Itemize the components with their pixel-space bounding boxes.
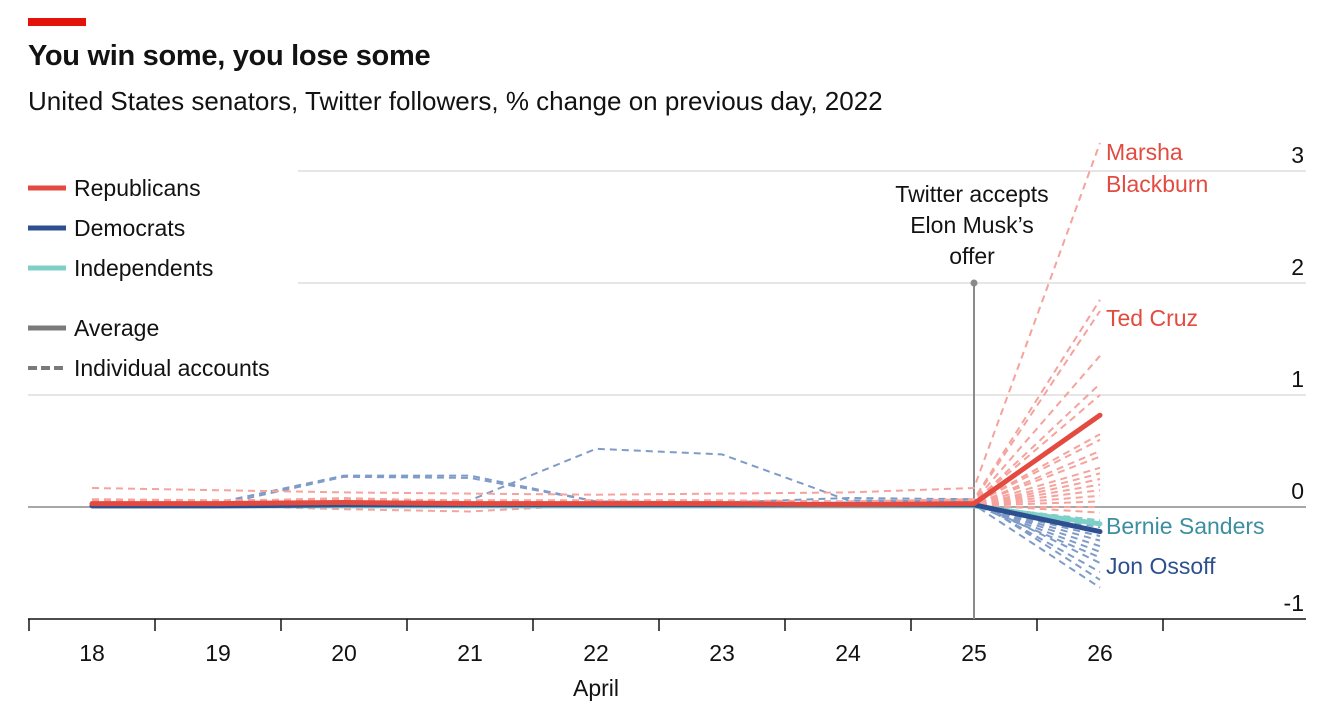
individual-series-line bbox=[92, 383, 1101, 505]
x-tick-label: 25 bbox=[961, 640, 987, 666]
label-ted-cruz: Ted Cruz bbox=[1106, 305, 1198, 331]
individual-series-line bbox=[92, 504, 1101, 542]
individual-series-line bbox=[92, 504, 1101, 533]
x-tick-label: 18 bbox=[79, 640, 105, 666]
y-tick-label: 1 bbox=[1291, 366, 1304, 392]
individual-series-line bbox=[92, 503, 1101, 559]
individual-series-line bbox=[92, 474, 1101, 581]
y-tick-label: 0 bbox=[1291, 478, 1304, 504]
individual-series-line bbox=[91, 310, 1101, 504]
annotation-line-3: offer bbox=[949, 243, 995, 269]
label-marsha-blackburn-1: Marsha bbox=[1106, 139, 1183, 165]
y-tick-label: -1 bbox=[1284, 590, 1304, 616]
individual-series-line bbox=[92, 503, 1101, 548]
legend-label-democrats: Democrats bbox=[74, 215, 185, 241]
label-jon-ossoff: Jon Ossoff bbox=[1106, 553, 1216, 579]
label-bernie-sanders: Bernie Sanders bbox=[1106, 513, 1265, 539]
average-series-line-independents bbox=[89, 503, 1103, 527]
y-tick-labels: 3 2 1 0 -1 bbox=[1284, 142, 1304, 616]
legend-label-average: Average bbox=[74, 315, 159, 341]
legend-label-individual: Individual accounts bbox=[74, 355, 270, 381]
annotation-line-1: Twitter accepts bbox=[895, 181, 1048, 207]
individual-series-line bbox=[91, 142, 1101, 496]
annotation-line bbox=[970, 279, 978, 619]
label-marsha-blackburn-2: Blackburn bbox=[1106, 171, 1208, 197]
individual-series-line bbox=[91, 447, 1101, 573]
x-axis-label: April bbox=[573, 675, 619, 701]
individual-series-line bbox=[91, 394, 1101, 505]
x-tick-label: 21 bbox=[457, 640, 483, 666]
average-series-line-democrats bbox=[89, 502, 1103, 535]
x-tick-label: 22 bbox=[583, 640, 609, 666]
accent-bar bbox=[28, 18, 86, 26]
y-tick-label: 3 bbox=[1291, 142, 1304, 168]
average-lines bbox=[89, 412, 1103, 535]
annotation: Twitter accepts Elon Musk’s offer bbox=[895, 181, 1048, 269]
x-tick-label: 26 bbox=[1087, 640, 1113, 666]
annotation-dot bbox=[970, 279, 978, 287]
chart-title: You win some, you lose some bbox=[28, 40, 431, 72]
individual-series-line bbox=[92, 504, 1101, 529]
x-tick-label: 24 bbox=[835, 640, 861, 666]
y-tick-label: 2 bbox=[1291, 254, 1304, 280]
individual-series-line bbox=[92, 450, 1101, 506]
gridlines bbox=[28, 170, 1306, 620]
individual-series-line bbox=[92, 455, 1101, 506]
individual-series-line bbox=[92, 504, 1101, 527]
x-axis: 18 19 20 21 22 23 24 25 26 bbox=[28, 619, 1164, 666]
legend-label-republicans: Republicans bbox=[74, 175, 201, 201]
individual-series-line bbox=[91, 299, 1101, 503]
average-series-line-republicans bbox=[89, 412, 1103, 508]
legend: Republicans Democrats Independents Avera… bbox=[28, 175, 270, 381]
chart-subtitle: United States senators, Twitter follower… bbox=[28, 86, 883, 116]
annotation-line-2: Elon Musk’s bbox=[910, 212, 1034, 238]
x-tick-label: 19 bbox=[205, 640, 231, 666]
individual-series-line bbox=[92, 504, 1101, 538]
x-tick-label: 23 bbox=[709, 640, 735, 666]
legend-label-independents: Independents bbox=[74, 255, 213, 281]
individual-series-line bbox=[92, 503, 1101, 553]
individual-series-line bbox=[92, 503, 1101, 589]
x-tick-label: 20 bbox=[331, 640, 357, 666]
